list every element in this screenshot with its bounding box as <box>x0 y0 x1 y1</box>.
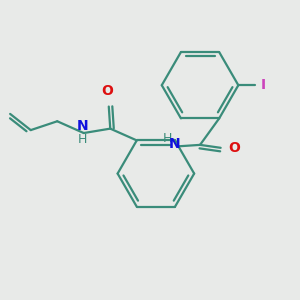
Text: I: I <box>261 78 266 92</box>
Text: O: O <box>228 141 240 155</box>
Text: O: O <box>101 84 113 98</box>
Text: H: H <box>163 133 172 146</box>
Text: H: H <box>78 133 87 146</box>
Text: N: N <box>169 137 181 151</box>
Text: N: N <box>76 119 88 133</box>
